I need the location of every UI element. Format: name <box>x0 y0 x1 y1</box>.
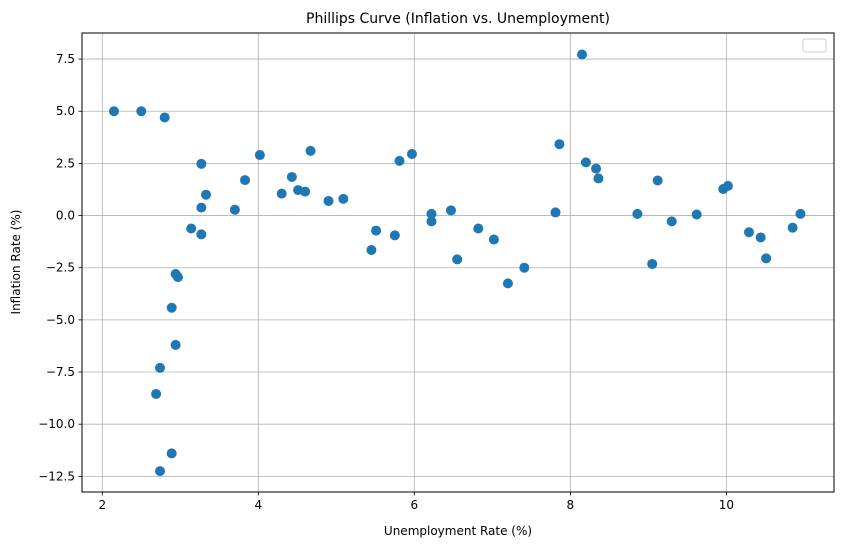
y-axis-label: Inflation Rate (%) <box>9 210 23 315</box>
data-point <box>743 227 754 238</box>
y-tick-label: 7.5 <box>56 52 75 66</box>
x-tick-label: 6 <box>410 498 418 512</box>
data-point <box>502 278 513 289</box>
data-point <box>452 254 463 265</box>
y-tick-label: 2.5 <box>56 156 75 170</box>
data-point <box>201 189 212 200</box>
data-point <box>276 188 287 199</box>
data-point <box>166 448 177 459</box>
x-tick-label: 2 <box>98 498 106 512</box>
data-point <box>593 173 604 184</box>
x-axis-label: Unemployment Rate (%) <box>384 524 532 538</box>
data-point <box>591 163 602 174</box>
y-tick-label: −10.0 <box>38 417 75 431</box>
data-point <box>166 302 177 313</box>
y-tick-label: 0.0 <box>56 209 75 223</box>
data-point <box>577 49 588 60</box>
data-point <box>389 230 400 241</box>
data-point <box>186 223 197 234</box>
axis-ticks: 2 4 6 8 10 −12.5 −10.0 −7.5 −5.0 −2.5 0.0 2.5 5.0 7.5 <box>38 52 734 512</box>
data-point <box>155 466 166 477</box>
plot-frame <box>81 32 835 493</box>
data-point <box>286 171 297 182</box>
data-point <box>722 180 733 191</box>
data-point <box>151 388 162 399</box>
data-point <box>229 204 240 215</box>
x-tick-label: 4 <box>254 498 262 512</box>
data-point <box>554 139 565 150</box>
data-point <box>761 253 772 264</box>
data-point <box>666 216 677 227</box>
grid-lines <box>82 33 834 492</box>
data-point <box>254 150 265 161</box>
data-point <box>196 229 207 240</box>
data-point <box>155 362 166 373</box>
data-point <box>580 157 591 168</box>
data-point <box>488 234 499 245</box>
data-point <box>170 339 181 350</box>
data-point <box>519 262 530 273</box>
data-point <box>300 186 311 197</box>
data-point <box>159 112 170 123</box>
chart-title: Phillips Curve (Inflation vs. Unemployme… <box>306 11 610 27</box>
data-point <box>691 209 702 220</box>
data-point <box>338 193 349 204</box>
data-point <box>652 175 663 186</box>
data-point <box>196 202 207 213</box>
x-tick-label: 8 <box>567 498 575 512</box>
data-point <box>323 195 334 206</box>
data-point <box>172 272 183 283</box>
y-tick-label: −7.5 <box>46 365 75 379</box>
data-point <box>473 223 484 234</box>
data-point <box>366 244 377 255</box>
data-point <box>196 158 207 169</box>
data-point <box>632 208 643 219</box>
data-point <box>550 207 561 218</box>
y-tick-label: −2.5 <box>46 261 75 275</box>
data-point <box>426 208 437 219</box>
data-point <box>406 149 417 160</box>
data-point <box>787 222 798 233</box>
data-point <box>240 175 251 186</box>
y-tick-label: 5.0 <box>56 104 75 118</box>
x-tick-label: 10 <box>719 498 734 512</box>
data-point <box>445 205 456 216</box>
legend-box <box>802 38 827 53</box>
data-point <box>426 216 437 227</box>
data-point <box>305 145 316 156</box>
data-point <box>108 106 119 117</box>
data-point <box>647 258 658 269</box>
data-point <box>394 155 405 166</box>
data-points <box>108 49 806 477</box>
y-tick-label: −5.0 <box>46 313 75 327</box>
data-point <box>755 232 766 243</box>
y-tick-label: −12.5 <box>38 469 75 483</box>
data-point <box>795 208 806 219</box>
data-point <box>371 225 382 236</box>
data-point <box>136 106 147 117</box>
